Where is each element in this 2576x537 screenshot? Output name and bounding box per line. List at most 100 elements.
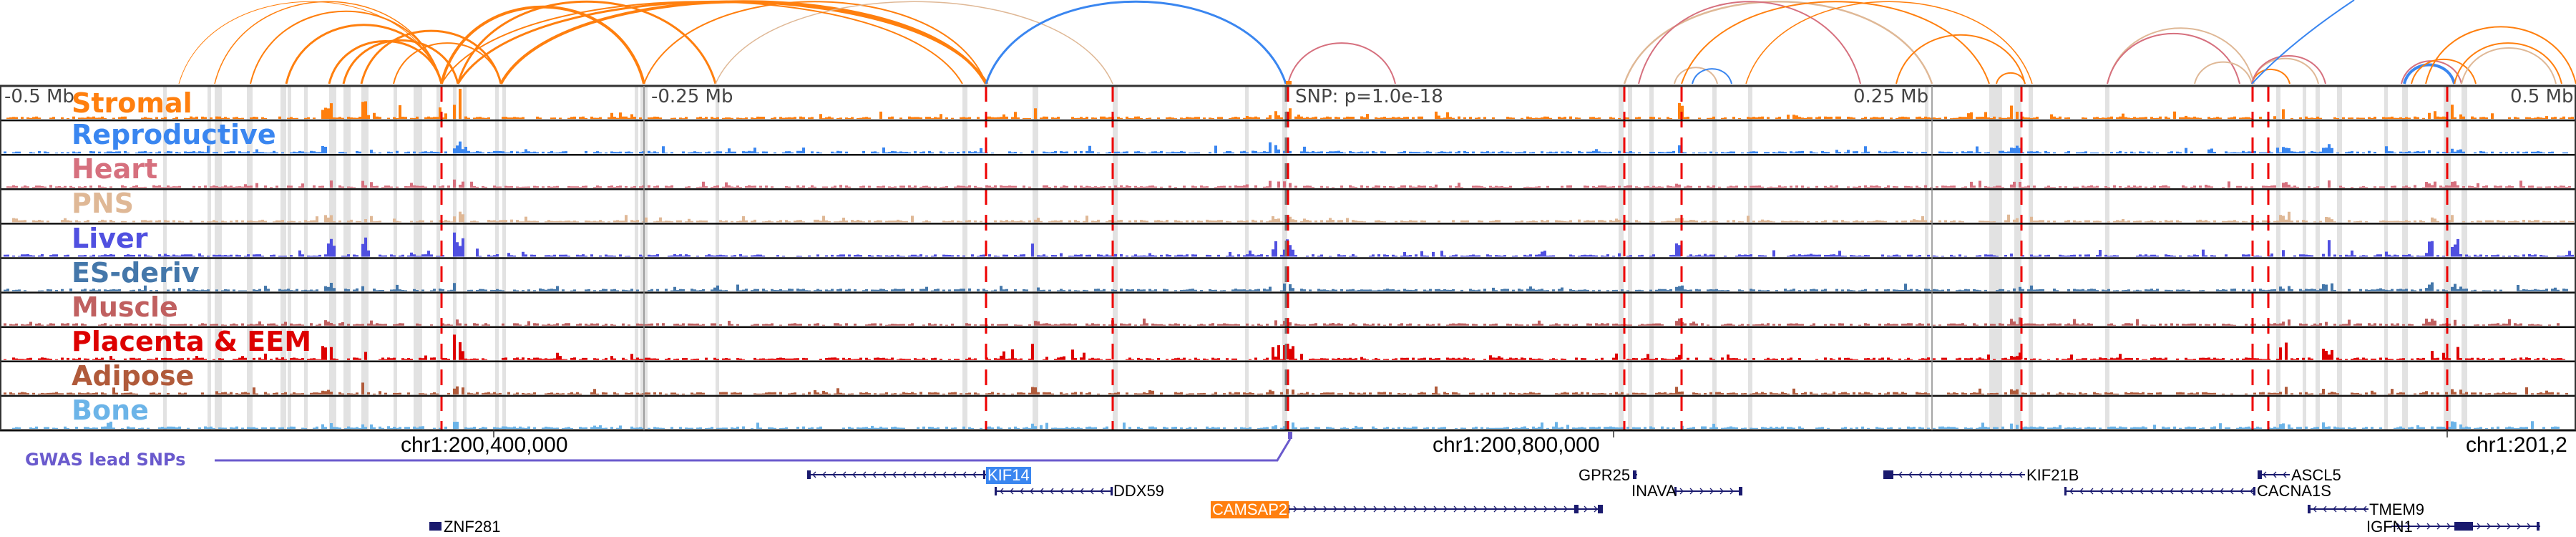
interaction-arc [2461,47,2557,84]
interaction-arc [643,1,987,84]
strand-arrows [1293,505,1598,513]
signal-adipose [4,382,2568,395]
exon [2258,470,2262,479]
gene-model-igfn1 [2391,522,2540,531]
gene-model-ascl5 [2258,470,2290,479]
signal-es-deriv [4,282,2568,291]
coordinate-label-3: chr1:201,2 [2466,433,2567,457]
exon [429,522,441,531]
gene-model-camsap2 [1288,505,1603,513]
gene-label-ddx59[interactable]: DDX59 [1113,482,1164,500]
interaction-arc [360,29,502,84]
exon [2308,505,2311,513]
exon [1883,470,1893,479]
gene-label-gpr25[interactable]: GPR25 [1579,466,1631,484]
distance-label-plus-0-25: 0.25 Mb [1853,86,1929,107]
track-label-stromal: Stromal [72,87,192,119]
interaction-arc [2107,27,2255,84]
gene-label-cacna1s[interactable]: CACNA1S [2257,482,2331,500]
gene-model-tmem9 [2308,505,2368,513]
track-label-es-deriv: ES-deriv [72,257,200,289]
interaction-arc [250,10,442,84]
gene-label-tmem9[interactable]: TMEM9 [2369,500,2424,518]
gene-models [215,432,2540,531]
interaction-arc [1996,72,2026,84]
signal-placenta-eem [4,334,2565,360]
signal-stromal [6,89,2574,120]
interaction-arc [985,0,1287,84]
interaction-arc [214,1,442,84]
snp-markers [440,86,2449,430]
gene-model-znf281 [429,522,441,531]
interaction-arc [393,42,502,84]
gene-label-kif21b[interactable]: KIF21B [2026,466,2079,484]
track-label-muscle: Muscle [72,291,178,323]
snp-pvalue-label: SNP: p=1.0e-18 [1295,86,1443,107]
strand-arrows [1000,488,1104,495]
gene-model-kif14 [807,470,986,479]
gene-model-inava [1674,487,1742,495]
interaction-arc [499,0,987,84]
exon [1574,505,1579,513]
signal-pns [12,211,2574,223]
strand-arrows [812,471,977,478]
interaction-arc [715,1,1113,84]
interaction-arc [441,1,963,84]
gene-label-inava[interactable]: INAVA [1631,482,1677,500]
gene-model-ddx59 [995,487,1113,495]
interaction-arc [1623,1,1933,84]
distance-label-minus-0-25: -0.25 Mb [651,86,733,107]
interaction-arc [1638,1,1861,84]
interaction-arc [1674,67,1718,84]
gene-model-gpr25 [1633,470,1637,479]
gene-label-znf281[interactable]: ZNF281 [444,518,501,536]
track-label-liver: Liver [72,223,148,254]
interaction-arc [2454,42,2562,84]
gene-label-ascl5[interactable]: ASCL5 [2291,466,2341,484]
interaction-arcs [178,0,2576,84]
gwas-lead-snps-label: GWAS lead SNPs [25,450,186,470]
exon [1633,470,1636,479]
signal-muscle [4,317,2560,326]
exon [1674,487,1677,495]
lead-snp-marker [1286,81,1292,84]
interaction-arc [457,0,717,84]
interaction-arc [2425,26,2576,84]
exon [2537,522,2540,531]
interaction-arc [2194,61,2253,84]
gwas-connector-line [215,438,1292,462]
track-label-placenta: Placenta & EEM [72,326,312,357]
signal-heart [6,179,2571,188]
interaction-arc [285,24,443,84]
distance-label-plus-0-5: 0.5 Mb [2510,86,2574,107]
interaction-arc [2403,63,2456,84]
gene-model-cacna1s [2064,487,2255,495]
gene-label-camsap2[interactable]: CAMSAP2 [1211,500,1289,518]
track-label-bone: Bone [72,395,149,426]
strand-arrows [2313,505,2367,513]
gene-label-igfn1[interactable]: IGFN1 [2366,518,2413,536]
coordinate-label-2: chr1:200,800,000 [1433,433,1600,457]
interaction-arc [2251,0,2355,84]
interaction-arc [1692,68,1732,84]
track-frame [0,84,2576,437]
exon [1739,487,1742,495]
exon [2253,487,2255,495]
strand-arrows [1679,488,1734,495]
interaction-arc [2107,33,2240,84]
exon [2454,522,2473,531]
exon [807,470,811,479]
exon [995,487,997,495]
strand-arrows [2069,488,2254,495]
coordinate-label-1: chr1:200,400,000 [401,433,568,457]
gene-label-kif14[interactable]: KIF14 [986,466,1031,484]
track-label-reproductive: Reproductive [72,119,276,150]
interaction-arc [1287,42,1396,84]
interaction-arc [2251,54,2326,84]
track-label-adipose: Adipose [72,360,195,392]
exon [983,470,985,479]
track-label-heart: Heart [72,153,158,185]
exon [1598,505,1603,513]
strand-arrows [2263,471,2287,478]
